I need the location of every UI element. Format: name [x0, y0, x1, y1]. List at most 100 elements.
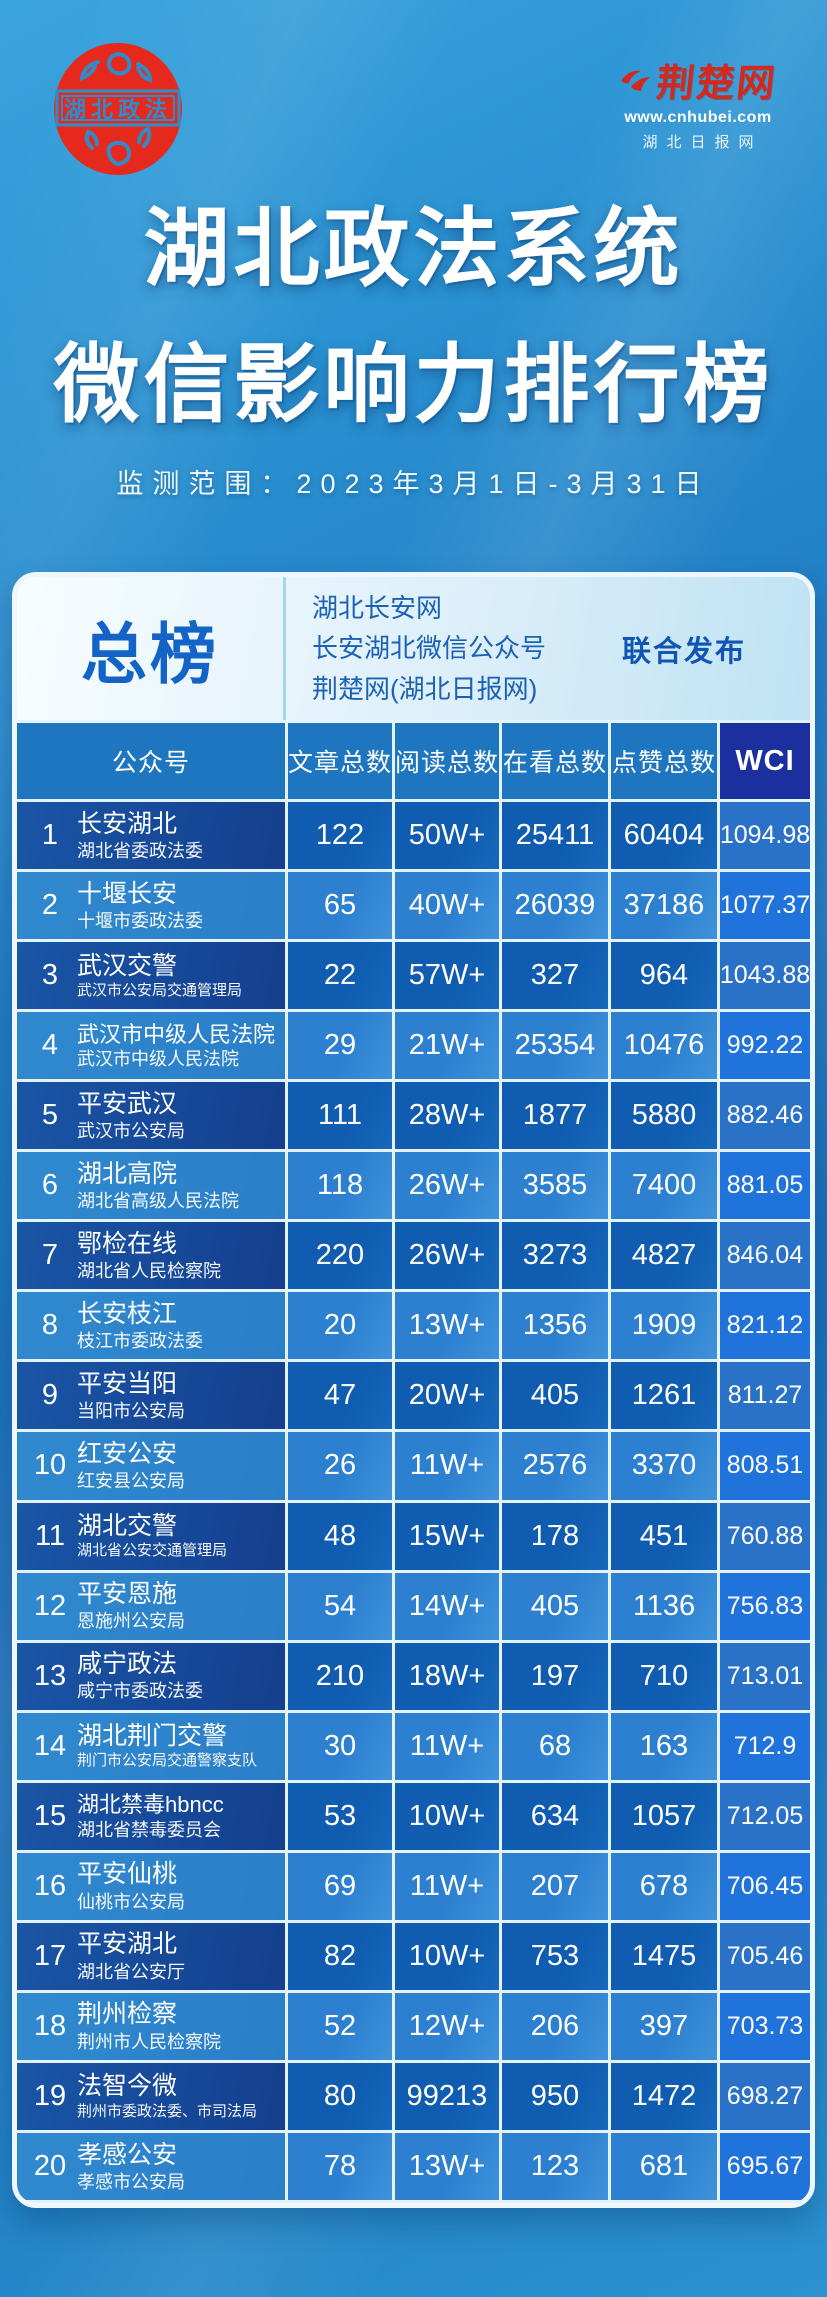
rank-number: 4 — [41, 1029, 59, 1062]
account-text: 咸宁政法 咸宁市委政法委 — [73, 1649, 203, 1703]
account-name: 武汉交警 — [77, 951, 178, 980]
table-row: 14 湖北荆门交警 荆门市公安局交通警察支队 30 11W+ 68 163 71… — [17, 1712, 810, 1780]
brand-name: 荆楚网 — [654, 63, 779, 105]
reads-cell: 57W+ — [395, 942, 499, 1010]
account-cell: 19 法智今微 荆州市委政法委、市司法局 — [17, 2062, 285, 2130]
column-header-likes: 点赞总数 — [611, 723, 717, 799]
wci-cell: 881.05 — [720, 1152, 810, 1220]
table-row: 19 法智今微 荆州市委政法委、市司法局 80 99213 950 1472 6… — [17, 2062, 810, 2130]
wci-cell: 992.22 — [720, 1012, 810, 1080]
likes-cell: 964 — [611, 942, 717, 1010]
ranking-card: 总榜 湖北长安网 长安湖北微信公众号 荆楚网(湖北日报网) 联合发布 公众号 文… — [12, 572, 815, 2208]
rank-number: 6 — [41, 1169, 59, 1202]
articles-cell: 26 — [288, 1432, 392, 1500]
badge-area: 总榜 — [17, 577, 286, 720]
table-row: 15 湖北禁毒hbncc 湖北省禁毒委员会 53 10W+ 634 1057 7… — [17, 1782, 810, 1850]
likes-cell: 681 — [611, 2132, 717, 2200]
account-cell: 4 武汉市中级人民法院 武汉市中级人民法院 — [17, 1012, 285, 1080]
table-row: 7 鄂检在线 湖北省人民检察院 220 26W+ 3273 4827 846.0… — [17, 1222, 810, 1290]
views-cell: 25354 — [502, 1012, 608, 1080]
reads-cell: 20W+ — [395, 1362, 499, 1430]
articles-cell: 111 — [288, 1082, 392, 1150]
account-cell: 1 长安湖北 湖北省委政法委 — [17, 802, 285, 870]
account-org: 湖北省禁毒委员会 — [77, 1819, 221, 1840]
views-cell: 25411 — [502, 802, 608, 870]
rank-number: 8 — [41, 1309, 59, 1342]
rank-number: 20 — [33, 2149, 67, 2182]
table-body: 1 长安湖北 湖北省委政法委 122 50W+ 25411 60404 1094… — [17, 799, 810, 2203]
table-row: 4 武汉市中级人民法院 武汉市中级人民法院 29 21W+ 25354 1047… — [17, 1012, 810, 1080]
account-text: 十堰长安 十堰市委政法委 — [73, 879, 203, 933]
account-name: 武汉市中级人民法院 — [77, 1021, 276, 1047]
brand-url: www.cnhubei.com — [624, 109, 772, 126]
views-cell: 405 — [502, 1572, 608, 1640]
page-title-line1: 湖北政法系统 — [143, 201, 684, 297]
articles-cell: 29 — [288, 1012, 392, 1080]
table-header-row: 公众号 文章总数 阅读总数 在看总数 点赞总数 WCI — [17, 723, 810, 799]
account-name: 荆州检察 — [77, 2000, 178, 2029]
articles-cell: 20 — [288, 1292, 392, 1360]
table-row: 3 武汉交警 武汉市公安局交通管理局 22 57W+ 327 964 1043.… — [17, 942, 810, 1010]
account-org: 湖北省公安交通管理局 — [77, 1542, 228, 1560]
reads-cell: 12W+ — [395, 1992, 499, 2060]
wci-cell: 808.51 — [720, 1432, 810, 1500]
account-name: 平安武汉 — [77, 1089, 178, 1118]
account-name: 湖北交警 — [77, 1512, 178, 1541]
publisher-item: 荆楚网(湖北日报网) — [312, 673, 538, 704]
wci-cell: 712.9 — [720, 1712, 810, 1780]
views-cell: 3585 — [502, 1152, 608, 1220]
articles-cell: 65 — [288, 872, 392, 940]
account-org: 武汉市公安局 — [77, 1121, 185, 1142]
articles-cell: 54 — [288, 1572, 392, 1640]
articles-cell: 210 — [288, 1642, 392, 1710]
account-cell: 9 平安当阳 当阳市公安局 — [17, 1362, 285, 1430]
views-cell: 634 — [502, 1782, 608, 1850]
likes-cell: 1136 — [611, 1572, 717, 1640]
account-name: 湖北荆门交警 — [77, 1722, 228, 1751]
column-header-reads: 阅读总数 — [395, 723, 499, 799]
seal-text: 湖北政法 — [64, 97, 172, 122]
reads-cell: 11W+ — [395, 1432, 499, 1500]
account-text: 长安湖北 湖北省委政法委 — [73, 809, 203, 863]
publisher-item: 长安湖北微信公众号 — [312, 633, 547, 664]
views-cell: 405 — [502, 1362, 608, 1430]
table-row: 13 咸宁政法 咸宁市委政法委 210 18W+ 197 710 713.01 — [17, 1642, 810, 1710]
views-cell: 206 — [502, 1992, 608, 2060]
account-text: 湖北高院 湖北省高级人民法院 — [73, 1159, 239, 1213]
rank-number: 19 — [33, 2079, 67, 2112]
account-org: 十堰市委政法委 — [77, 910, 203, 931]
views-cell: 123 — [502, 2132, 608, 2200]
card-header: 总榜 湖北长安网 长安湖北微信公众号 荆楚网(湖北日报网) 联合发布 — [17, 577, 810, 723]
account-name: 长安湖北 — [77, 809, 178, 838]
table-row: 10 红安公安 红安县公安局 26 11W+ 2576 3370 808.51 — [17, 1432, 810, 1500]
account-text: 红安公安 红安县公安局 — [73, 1439, 185, 1493]
rank-number: 18 — [33, 2009, 67, 2042]
wci-cell: 698.27 — [720, 2062, 810, 2130]
views-cell: 197 — [502, 1642, 608, 1710]
articles-cell: 30 — [288, 1712, 392, 1780]
account-text: 湖北禁毒hbncc 湖北省禁毒委员会 — [73, 1791, 224, 1841]
reads-cell: 10W+ — [395, 1782, 499, 1850]
column-header-account: 公众号 — [17, 723, 285, 799]
articles-cell: 52 — [288, 1992, 392, 2060]
reads-cell: 26W+ — [395, 1152, 499, 1220]
table-row: 2 十堰长安 十堰市委政法委 65 40W+ 26039 37186 1077.… — [17, 872, 810, 940]
views-cell: 753 — [502, 1922, 608, 1990]
account-org: 湖北省委政法委 — [77, 840, 203, 861]
account-name: 十堰长安 — [77, 879, 178, 908]
wci-cell: 846.04 — [720, 1222, 810, 1290]
table-row: 6 湖北高院 湖北省高级人民法院 118 26W+ 3585 7400 881.… — [17, 1152, 810, 1220]
likes-cell: 4827 — [611, 1222, 717, 1290]
reads-cell: 40W+ — [395, 872, 499, 940]
views-cell: 68 — [502, 1712, 608, 1780]
brand-subtitle: 湖北日报网 — [642, 134, 763, 151]
table-row: 9 平安当阳 当阳市公安局 47 20W+ 405 1261 811.27 — [17, 1362, 810, 1430]
reads-cell: 10W+ — [395, 1922, 499, 1990]
account-org: 咸宁市委政法委 — [77, 1681, 203, 1702]
wci-cell: 821.12 — [720, 1292, 810, 1360]
wci-cell: 1077.37 — [720, 872, 810, 940]
wci-cell: 705.46 — [720, 1922, 810, 1990]
account-cell: 16 平安仙桃 仙桃市公安局 — [17, 1852, 285, 1920]
wci-cell: 811.27 — [720, 1362, 810, 1430]
publisher-item: 湖北长安网 — [312, 593, 443, 624]
